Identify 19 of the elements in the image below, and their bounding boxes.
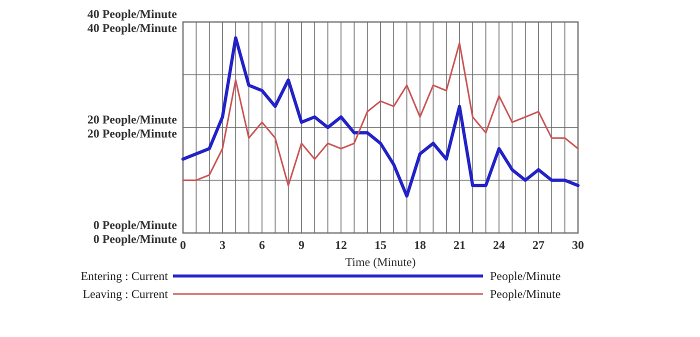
text: People/Minute bbox=[490, 287, 561, 301]
x-axis-title: Time (Minute) bbox=[345, 255, 416, 269]
y-tick-label: 20 People/Minute bbox=[87, 112, 178, 126]
legend-label: Leaving : Current bbox=[82, 287, 169, 301]
y-tick-label: 0 People/Minute bbox=[93, 218, 178, 232]
x-tick-label: 9 bbox=[298, 238, 304, 252]
x-tick-label: 18 bbox=[414, 238, 426, 252]
x-tick-label: 0 bbox=[180, 238, 186, 252]
x-tick-label: 27 bbox=[532, 238, 544, 252]
legend-label: Entering : Current bbox=[80, 269, 169, 283]
x-tick-label: 21 bbox=[454, 238, 466, 252]
x-tick-label: 15 bbox=[374, 238, 386, 252]
text: People/Minute bbox=[490, 269, 561, 283]
y-tick-label: 40 People/Minute bbox=[87, 7, 178, 21]
x-tick-label: 12 bbox=[335, 238, 347, 252]
x-tick-label: 30 bbox=[572, 238, 584, 252]
x-tick-label: 24 bbox=[493, 238, 505, 252]
x-tick-label: 3 bbox=[220, 238, 226, 252]
x-tick-label: 6 bbox=[259, 238, 265, 252]
